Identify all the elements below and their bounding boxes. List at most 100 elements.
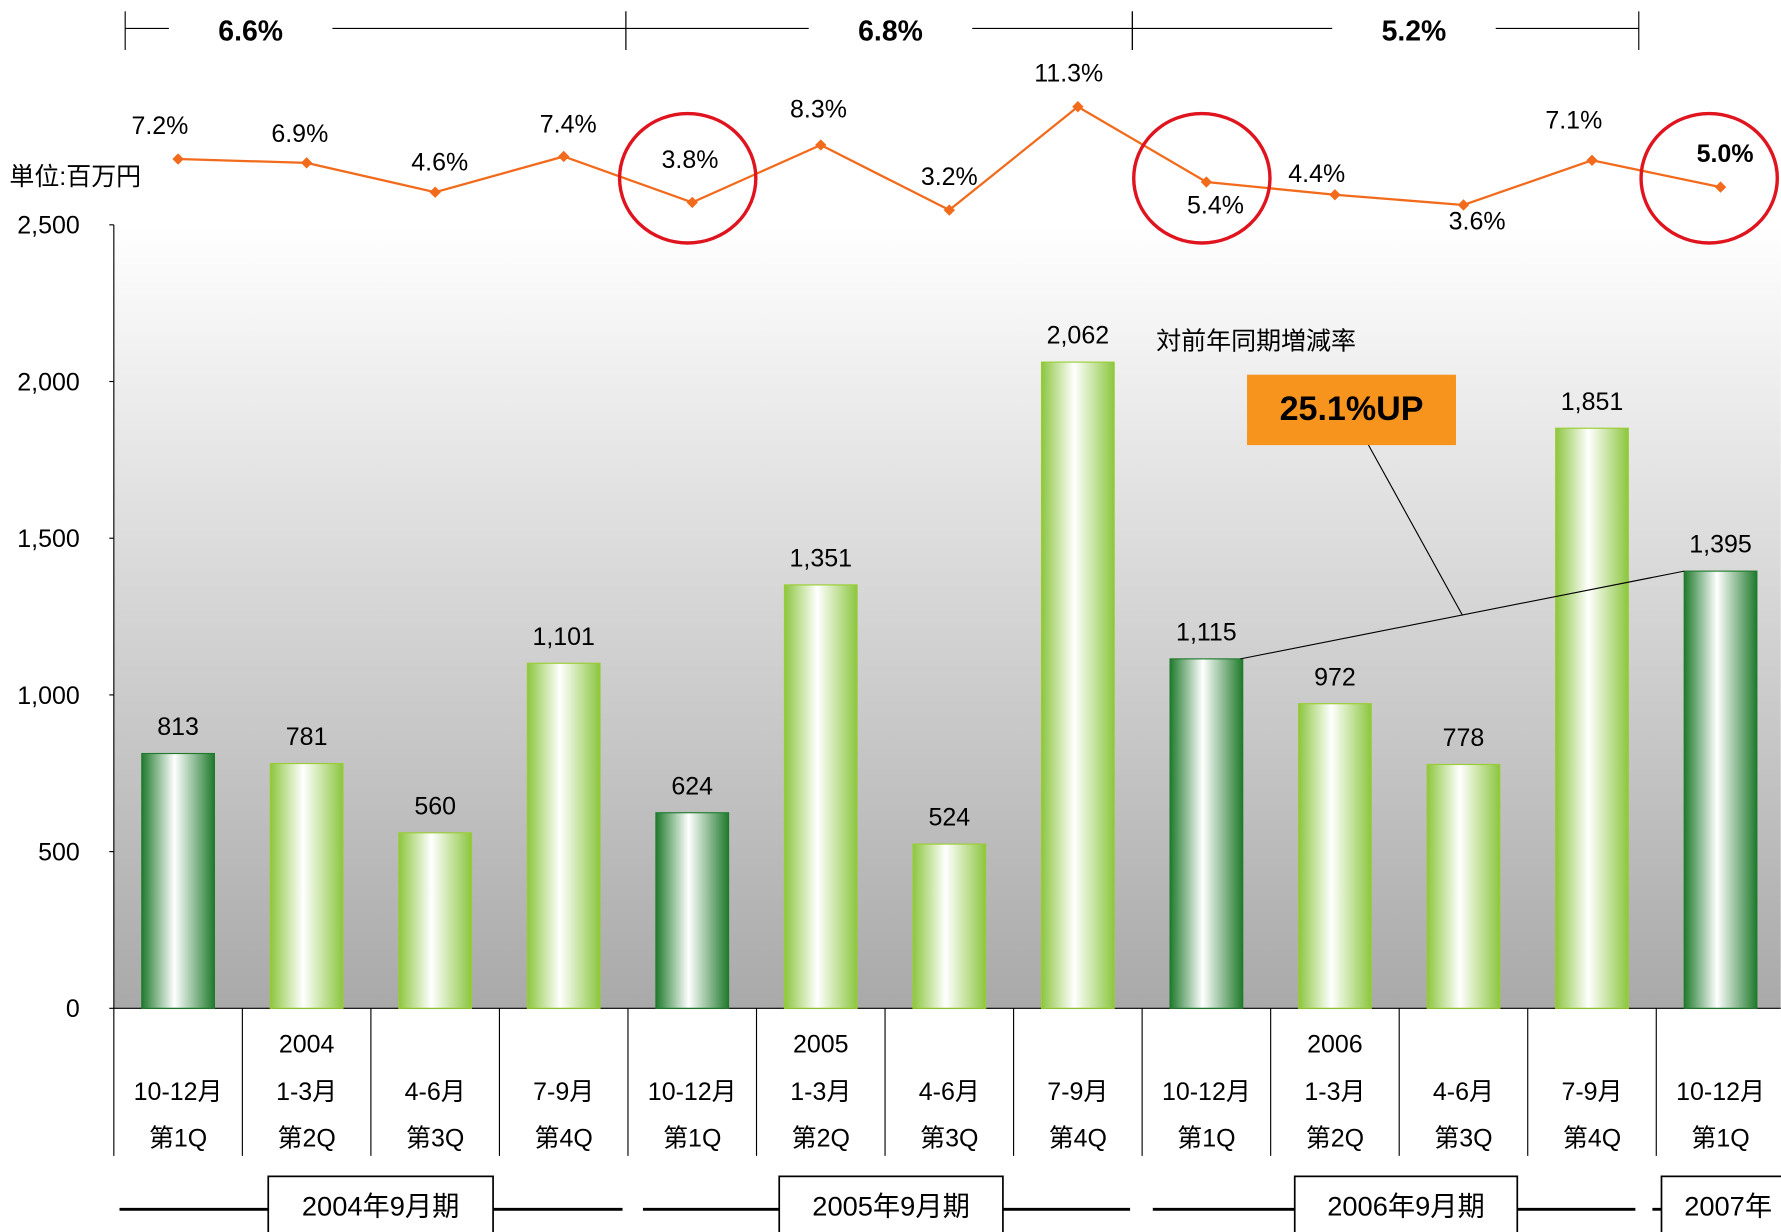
x-tick-quarter: 第1Q [149,1125,207,1153]
period-growth-label: 6.8% [858,15,923,47]
bar-value-label: 781 [286,723,328,751]
bar-value-label: 1,115 [1176,618,1237,646]
growth-label: 3.6% [1449,208,1506,236]
growth-point [686,196,698,209]
bar-value-label: 524 [928,804,970,832]
x-tick-quarter: 第1Q [1177,1125,1235,1153]
x-tick-period: 1-3月 [276,1078,337,1106]
growth-point [1072,101,1084,113]
bar-value-label: 624 [671,772,713,800]
bar-value-label: 1,395 [1689,531,1751,559]
fiscal-box [1293,1175,1519,1232]
growth-label: 5.0% [1697,140,1754,168]
unit-label: 単位:百万円 [9,163,141,191]
bar-value-label: 1,851 [1561,388,1623,416]
growth-label: 4.6% [411,148,468,176]
caption: 対前年同期増減率 [1156,328,1356,356]
bar [1683,570,1758,1009]
bar [1555,427,1629,1009]
x-tick-year: 2004 [279,1030,335,1058]
y-tick-label: 1,500 [17,525,79,553]
fiscal-box [1660,1175,1781,1232]
bar [1298,703,1372,1009]
growth-label: 5.4% [1187,192,1244,220]
bar [912,843,987,1009]
fiscal-period-label: 2007年 [1684,1190,1772,1221]
fiscal-box [267,1175,494,1232]
bar [398,832,473,1009]
growth-label: 3.8% [662,146,719,174]
growth-point [172,153,184,165]
x-tick-quarter: 第1Q [663,1125,721,1153]
callout-leader [1368,444,1463,616]
x-tick-period: 1-3月 [1304,1078,1365,1106]
bar-value-label: 2,062 [1047,322,1109,350]
y-tick-label: 2,000 [17,368,79,396]
growth-point [558,150,570,163]
x-tick-quarter: 第3Q [1434,1125,1492,1153]
x-tick-year: 2005 [793,1030,849,1058]
x-tick-quarter: 第1Q [1691,1125,1749,1153]
x-tick-quarter: 第2Q [277,1125,335,1153]
y-tick-label: 2,500 [17,212,79,240]
bar [655,812,730,1009]
callout-text: 25.1%UP [1280,390,1424,428]
period-growth-label: 5.2% [1382,15,1447,47]
growth-point [1586,154,1598,166]
x-tick-quarter: 第3Q [406,1125,464,1153]
growth-point [943,204,955,216]
bar [1169,658,1244,1009]
growth-label: 11.3% [1034,60,1103,88]
growth-point [1329,189,1341,201]
x-tick-period: 10-12月 [648,1078,737,1106]
x-tick-quarter: 第2Q [1306,1125,1364,1153]
x-tick-period: 10-12月 [1676,1078,1765,1106]
growth-line [178,105,1721,212]
x-tick-quarter: 第4Q [1563,1125,1621,1153]
bar-value-label: 813 [157,713,199,741]
growth-label: 7.4% [540,110,597,138]
x-tick-quarter: 第4Q [1049,1125,1107,1153]
fiscal-period-label: 2006年9月期 [1327,1190,1485,1221]
growth-label: 8.3% [790,96,847,124]
x-tick-quarter: 第4Q [535,1125,593,1153]
x-tick-period: 7-9月 [533,1078,594,1106]
growth-label: 7.1% [1545,106,1602,134]
highlight-circle [1132,111,1272,245]
y-tick-label: 1,000 [17,682,79,710]
x-tick-period: 7-9月 [1047,1078,1108,1106]
x-tick-period: 1-3月 [790,1078,851,1106]
growth-point [1714,181,1727,193]
bar-value-label: 778 [1443,724,1485,752]
x-tick-year: 2006 [1307,1030,1363,1058]
x-tick-quarter: 第3Q [920,1125,978,1153]
bar-value-label: 972 [1314,663,1356,691]
highlight-circle [617,111,758,245]
bar [526,662,601,1009]
x-tick-period: 4-6月 [405,1078,466,1106]
bar [141,752,216,1009]
bar [783,584,858,1009]
x-tick-period: 10-12月 [134,1078,223,1106]
growth-label: 3.2% [921,163,978,191]
growth-point [300,157,313,169]
growth-label: 7.2% [131,112,188,140]
bar-value-label: 1,351 [790,545,852,573]
growth-point [1457,199,1470,211]
y-tick-label: 0 [66,995,80,1023]
x-tick-quarter: 第2Q [792,1125,850,1153]
y-tick-label: 500 [38,838,80,866]
period-growth-label: 6.6% [218,15,283,47]
x-tick-period: 4-6月 [1433,1078,1494,1106]
highlight-circle [1639,111,1780,245]
bar-value-label: 560 [414,792,456,820]
bar [269,762,344,1009]
fiscal-period-label: 2005年9月期 [812,1190,970,1221]
fiscal-period-label: 2004年9月期 [302,1190,460,1221]
bar [1040,361,1115,1009]
growth-point [1200,176,1213,188]
x-tick-period: 7-9月 [1561,1078,1622,1106]
bar [1426,763,1501,1009]
